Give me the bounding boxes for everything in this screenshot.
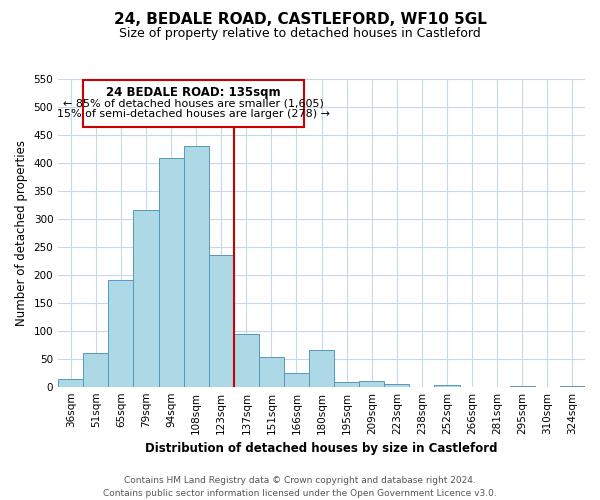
Y-axis label: Number of detached properties: Number of detached properties	[15, 140, 28, 326]
Bar	[184, 146, 209, 386]
Bar	[359, 381, 385, 386]
Bar	[234, 334, 259, 386]
Text: ← 85% of detached houses are smaller (1,605): ← 85% of detached houses are smaller (1,…	[63, 98, 324, 108]
Text: Size of property relative to detached houses in Castleford: Size of property relative to detached ho…	[119, 28, 481, 40]
Bar	[434, 385, 460, 386]
FancyBboxPatch shape	[83, 80, 304, 126]
Bar	[259, 357, 284, 386]
Bar	[133, 210, 158, 386]
Bar	[83, 353, 109, 386]
Text: Contains HM Land Registry data © Crown copyright and database right 2024.
Contai: Contains HM Land Registry data © Crown c…	[103, 476, 497, 498]
Bar	[209, 255, 234, 386]
Bar	[284, 372, 309, 386]
Bar	[385, 384, 409, 386]
Text: 24 BEDALE ROAD: 135sqm: 24 BEDALE ROAD: 135sqm	[106, 86, 281, 98]
Text: 15% of semi-detached houses are larger (278) →: 15% of semi-detached houses are larger (…	[57, 109, 330, 119]
X-axis label: Distribution of detached houses by size in Castleford: Distribution of detached houses by size …	[145, 442, 498, 455]
Bar	[334, 382, 359, 386]
Bar	[58, 380, 83, 386]
Bar	[109, 280, 133, 386]
Text: 24, BEDALE ROAD, CASTLEFORD, WF10 5GL: 24, BEDALE ROAD, CASTLEFORD, WF10 5GL	[113, 12, 487, 28]
Bar	[309, 350, 334, 386]
Bar	[158, 158, 184, 386]
